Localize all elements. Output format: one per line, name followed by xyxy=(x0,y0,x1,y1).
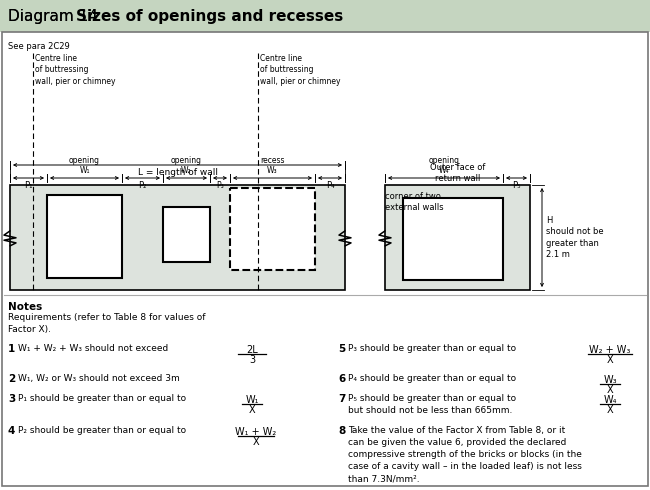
Text: P₃ should be greater than or equal to: P₃ should be greater than or equal to xyxy=(348,344,516,353)
Text: X: X xyxy=(249,405,255,415)
Text: opening
W₁: opening W₁ xyxy=(69,156,100,175)
Text: 4: 4 xyxy=(8,426,16,436)
Text: P₁ should be greater than or equal to: P₁ should be greater than or equal to xyxy=(18,394,186,403)
Bar xyxy=(230,188,315,270)
Bar xyxy=(403,198,503,280)
Text: X: X xyxy=(253,437,259,447)
Bar xyxy=(163,207,210,262)
Text: Centre line
of buttressing
wall, pier or chimney: Centre line of buttressing wall, pier or… xyxy=(260,54,341,86)
Bar xyxy=(0,0,650,32)
Text: 5: 5 xyxy=(338,344,345,354)
Text: See para 2C29: See para 2C29 xyxy=(8,42,70,51)
Text: P₂: P₂ xyxy=(138,181,147,190)
Text: Centre line
of buttressing
wall, pier or chimney: Centre line of buttressing wall, pier or… xyxy=(35,54,116,86)
Text: X: X xyxy=(606,385,614,395)
Text: Requirements (refer to Table 8 for values of
Factor X).: Requirements (refer to Table 8 for value… xyxy=(8,313,205,334)
Text: W₁ + W₂ + W₃ should not exceed: W₁ + W₂ + W₃ should not exceed xyxy=(18,344,168,353)
Text: W₁, W₂ or W₃ should not exceed 3m: W₁, W₂ or W₃ should not exceed 3m xyxy=(18,374,180,383)
Text: 3: 3 xyxy=(8,394,15,404)
Text: corner of two
external walls: corner of two external walls xyxy=(385,192,443,212)
Text: L = length of wall: L = length of wall xyxy=(138,168,218,177)
Text: Notes: Notes xyxy=(8,302,42,312)
Text: P₁: P₁ xyxy=(24,181,32,190)
Bar xyxy=(47,195,122,278)
Text: 7: 7 xyxy=(338,394,345,404)
Text: 8: 8 xyxy=(338,426,345,436)
Text: 6: 6 xyxy=(338,374,345,384)
Text: W₄: W₄ xyxy=(603,395,617,405)
Text: 2L: 2L xyxy=(246,345,258,355)
Text: Take the value of the Factor X from Table 8, or it
can be given the value 6, pro: Take the value of the Factor X from Tabl… xyxy=(348,426,582,484)
Text: P₂ should be greater than or equal to: P₂ should be greater than or equal to xyxy=(18,426,186,435)
Bar xyxy=(385,185,530,290)
Text: W₁: W₁ xyxy=(245,395,259,405)
Text: 3: 3 xyxy=(249,355,255,365)
Text: X: X xyxy=(606,355,614,365)
Text: W₃: W₃ xyxy=(603,375,617,385)
Text: Sizes of openings and recesses: Sizes of openings and recesses xyxy=(76,8,343,24)
Text: P₃: P₃ xyxy=(216,181,224,190)
Text: P₄: P₄ xyxy=(326,181,334,190)
Text: recess
W₃: recess W₃ xyxy=(260,156,285,175)
Text: Diagram 14: Diagram 14 xyxy=(8,8,108,24)
Text: P₅: P₅ xyxy=(512,181,521,190)
Text: P₅ should be greater than or equal to
but should not be less than 665mm.: P₅ should be greater than or equal to bu… xyxy=(348,394,516,415)
Text: 1: 1 xyxy=(8,344,15,354)
Text: X: X xyxy=(606,405,614,415)
Text: P₄ should be greater than or equal to: P₄ should be greater than or equal to xyxy=(348,374,516,383)
Bar xyxy=(10,185,345,290)
Text: H
should not be
greater than
2.1 m: H should not be greater than 2.1 m xyxy=(546,217,604,259)
Text: Diagram 14: Diagram 14 xyxy=(8,8,108,24)
Text: opening
W₂: opening W₂ xyxy=(171,156,202,175)
Text: W₂ + W₃: W₂ + W₃ xyxy=(590,345,630,355)
Text: 2: 2 xyxy=(8,374,15,384)
Text: Outer face of
return wall: Outer face of return wall xyxy=(430,163,485,183)
Text: opening
W₄: opening W₄ xyxy=(428,156,460,175)
Text: W₁ + W₂: W₁ + W₂ xyxy=(235,427,277,437)
